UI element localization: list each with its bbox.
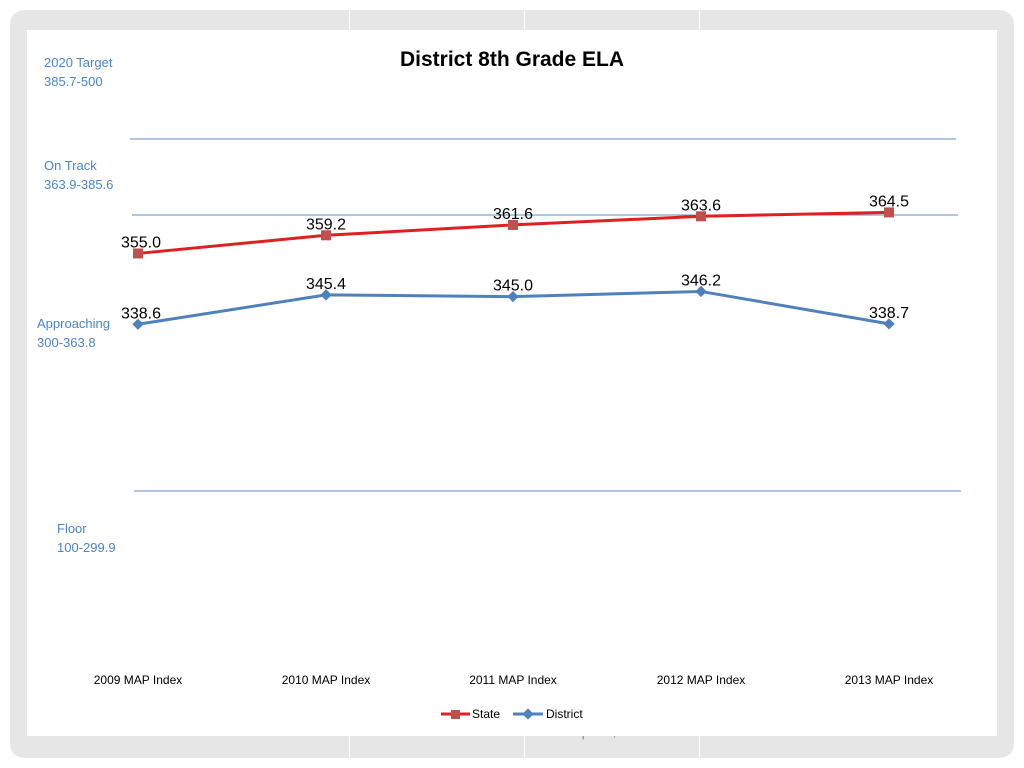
x-tick-label: 2013 MAP Index bbox=[845, 673, 934, 687]
data-label-district: 346.2 bbox=[681, 272, 721, 289]
data-point-state bbox=[884, 207, 894, 218]
legend-state-marker bbox=[451, 710, 460, 719]
data-point-district bbox=[883, 318, 895, 330]
data-point-state bbox=[321, 230, 331, 241]
data-point-district bbox=[507, 290, 519, 303]
x-tick-label: 2009 MAP Index bbox=[94, 673, 183, 687]
data-label-state: 355.0 bbox=[121, 234, 161, 251]
band-label-approaching-range: 300-363.8 bbox=[37, 335, 96, 350]
data-label-state: 364.5 bbox=[869, 193, 909, 210]
band-label-floor-name: Floor bbox=[57, 521, 87, 536]
data-point-state bbox=[696, 211, 706, 222]
band-label-on-track-range: 363.9-385.6 bbox=[44, 177, 113, 192]
data-point-district bbox=[695, 285, 707, 298]
data-point-state bbox=[133, 248, 143, 259]
data-point-district bbox=[320, 289, 332, 301]
data-label-state: 363.6 bbox=[681, 197, 721, 214]
legend: State District bbox=[441, 707, 583, 721]
data-label-state: 361.6 bbox=[493, 206, 533, 223]
data-point-district bbox=[132, 318, 144, 330]
x-tick-label: 2010 MAP Index bbox=[282, 673, 371, 687]
chart-title: District 8th Grade ELA bbox=[400, 48, 624, 71]
plot-layer: 355.0 359.2 361.6 363.6 364.5 338.6 345.4 345.0… bbox=[121, 193, 909, 330]
chart-area bbox=[27, 30, 997, 736]
x-tick-label: 2011 MAP Index bbox=[469, 673, 557, 687]
data-label-district: 345.0 bbox=[493, 278, 533, 295]
band-label-target-range: 385.7-500 bbox=[44, 74, 103, 89]
band-label-approaching-name: Approaching bbox=[37, 316, 110, 331]
legend-district-marker bbox=[522, 708, 534, 720]
x-tick-label: 2012 MAP Index bbox=[657, 673, 746, 687]
legend-state-label: State bbox=[472, 707, 500, 721]
data-point-state bbox=[508, 219, 518, 230]
band-label-target-name: 2020 Target bbox=[44, 55, 113, 70]
data-label-district: 345.4 bbox=[306, 276, 346, 293]
data-label-district: 338.7 bbox=[869, 305, 909, 322]
data-label-district: 338.6 bbox=[121, 305, 161, 322]
legend-district-label: District bbox=[546, 707, 583, 721]
band-label-floor-range: 100-299.9 bbox=[57, 540, 116, 555]
band-label-on-track-name: On Track bbox=[44, 158, 97, 173]
data-label-state: 359.2 bbox=[306, 216, 346, 233]
